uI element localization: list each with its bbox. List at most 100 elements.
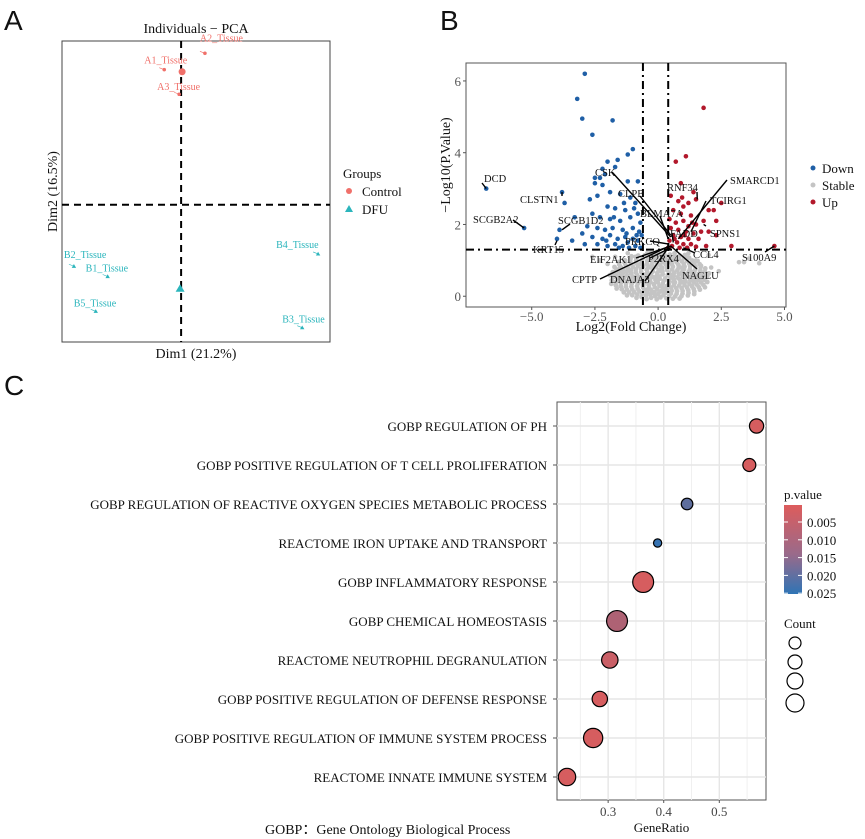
volcano-point-down (602, 227, 608, 233)
volcano-point-stable (716, 268, 722, 274)
volcano-point-stable (668, 272, 674, 278)
volcano-point-stable (670, 279, 676, 285)
volcano-point-down (579, 116, 585, 121)
colorbar-title: p.value (784, 487, 822, 502)
volcano-point-stable (693, 258, 699, 263)
volcano-point-down (600, 182, 605, 188)
volcano-point-stable (614, 286, 620, 291)
volcano-point-down (602, 171, 608, 177)
pca-label-leader (159, 67, 165, 70)
volcano-point-stable (650, 290, 656, 295)
volcano-gene-label: DNAJA3 (610, 275, 650, 286)
enrichment-term-label: REACTOME INNATE IMMUNE SYSTEM (314, 770, 548, 785)
volcano-point-up (674, 240, 680, 245)
enrichment-term-label: GOBP POSITIVE REGULATION OF T CELL PROLI… (197, 458, 548, 473)
volcano-point-down (600, 236, 605, 242)
volcano-point-up (698, 229, 704, 234)
volcano-point-stable (663, 257, 669, 263)
volcano-y-tick-label: 2 (455, 217, 462, 232)
volcano-point-down (587, 197, 593, 202)
volcano-point-up (668, 225, 674, 231)
volcano-x-tick-label: −5.0 (520, 309, 544, 324)
volcano-y-tick-label: 4 (455, 146, 462, 161)
volcano-point-down (615, 157, 620, 163)
pca-legend-label: Control (362, 184, 402, 199)
volcano-point-stable (630, 279, 636, 285)
volcano-point-down (590, 234, 595, 240)
volcano-point-stable (612, 254, 618, 260)
volcano-series-stable (590, 250, 762, 297)
volcano-point-up (676, 227, 681, 233)
volcano-gene-label: BLMA7A (640, 209, 684, 220)
pca-label-leader (199, 51, 206, 54)
volcano-point-up (667, 238, 672, 243)
volcano-label-leader (649, 240, 670, 245)
enrichment-dot (632, 570, 655, 594)
volcano-point-down (625, 240, 631, 245)
volcano-point-stable (634, 295, 639, 301)
colorbar-tick-label: 0.025 (807, 586, 836, 601)
volcano-point-stable (698, 263, 704, 269)
volcano-label-leader (554, 240, 558, 246)
volcano-point-stable (741, 259, 747, 265)
volcano-gene-label: CCL4 (693, 250, 719, 261)
enrichment-term-label: GOBP POSITIVE REGULATION OF DEFENSE RESP… (218, 692, 547, 707)
volcano-point-down (639, 232, 644, 238)
volcano-x-tick-label: 2.5 (713, 309, 729, 324)
volcano-gene-label: SMARCD1 (730, 176, 780, 187)
volcano-point-down (627, 195, 633, 200)
volcano-point-stable (678, 265, 684, 270)
volcano-point-up (677, 245, 682, 251)
volcano-point-up (673, 220, 679, 225)
volcano-point-stable (672, 250, 677, 256)
enrichment-term-label: GOBP CHEMICAL HOMEOSTASIS (349, 614, 547, 629)
enrichment-x-label: GeneRatio (634, 820, 690, 835)
pca-label-leader (312, 251, 319, 255)
volcano-gene-label: SCGB1D2 (558, 216, 604, 227)
volcano-gene-label: CPTP (572, 275, 597, 286)
enrichment-dot (582, 727, 604, 749)
enrichment-term-label: GOBP INFLAMMATORY RESPONSE (338, 575, 547, 590)
volcano-gene-label: NAGLU (682, 271, 719, 282)
volcano-point-stable (648, 295, 654, 301)
volcano-point-down (612, 206, 618, 211)
volcano-label-leader (670, 245, 698, 270)
volcano-point-stable (616, 259, 621, 265)
volcano-point-stable (622, 258, 628, 263)
volcano-point-stable (677, 296, 682, 302)
volcano-point-down (605, 159, 610, 164)
pca-point-label: A1_Tissue (144, 56, 188, 67)
volcano-point-stable (685, 293, 691, 298)
volcano-point-stable (702, 266, 708, 271)
volcano-point-down (630, 225, 636, 231)
enrichment-dot (652, 538, 663, 548)
legend-swatch-down (810, 165, 816, 171)
volcano-point-stable (681, 279, 686, 285)
volcano-point-up (691, 231, 696, 236)
volcano-gene-label: CLPB (618, 189, 644, 200)
enrichment-term-label: REACTOME IRON UPTAKE AND TRANSPORT (278, 536, 547, 551)
volcano-gene-label: RNF34 (667, 183, 699, 194)
volcano-point-stable (673, 258, 679, 263)
volcano-point-down (638, 220, 643, 225)
volcano-gene-label: TCIRG1 (710, 196, 747, 207)
volcano-point-stable (704, 279, 710, 285)
volcano-point-down (607, 216, 613, 222)
volcano-label-leader (561, 223, 571, 231)
volcano-point-up (681, 204, 686, 209)
panel-label: A (4, 5, 23, 36)
pca-label-leader (174, 91, 180, 95)
pca-legend-label: DFU (362, 202, 389, 217)
volcano-point-stable (621, 289, 627, 295)
volcano-point-stable (701, 272, 706, 278)
pca-plot-frame (61, 40, 331, 343)
volcano-gene-label: SPNS1 (710, 229, 740, 240)
volcano-x-tick-label: 5.0 (776, 309, 792, 324)
volcano-point-down (636, 229, 642, 234)
volcano-point-up (686, 236, 691, 242)
volcano-point-up (673, 159, 679, 164)
volcano-y-tick-label: 6 (455, 74, 462, 89)
volcano-point-down (592, 180, 598, 186)
volcano-point-down (582, 241, 588, 247)
volcano-point-down (603, 238, 609, 243)
